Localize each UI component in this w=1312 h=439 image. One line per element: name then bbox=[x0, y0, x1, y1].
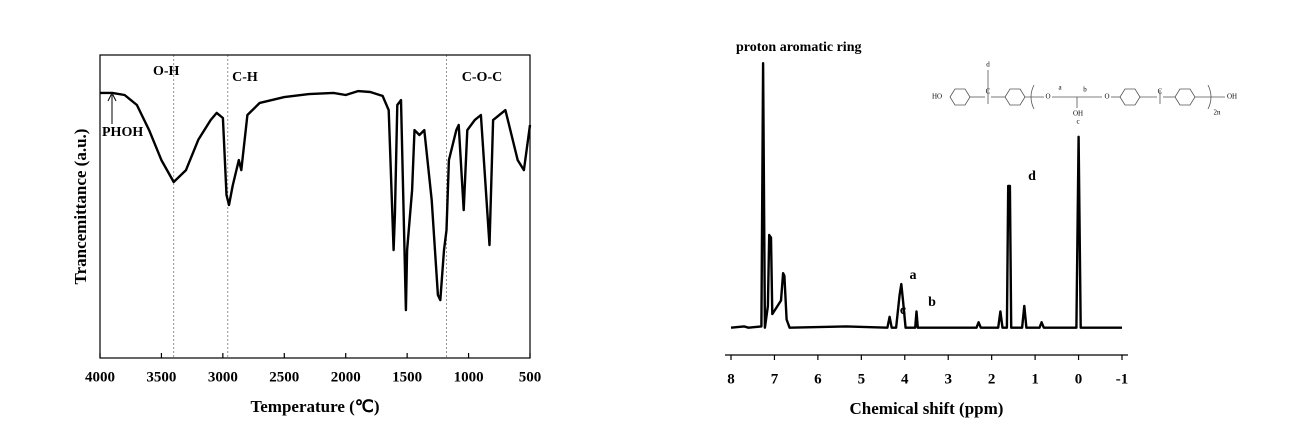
annotation: a bbox=[910, 268, 917, 283]
structure-label: O bbox=[1045, 93, 1050, 101]
x-tick-label: 1500 bbox=[392, 369, 422, 385]
x-tick-label: 3500 bbox=[146, 369, 176, 385]
y-axis-title: Trancemittance (a.u.) bbox=[71, 129, 90, 285]
structure-label: HO bbox=[932, 93, 942, 101]
structure-label: O bbox=[1104, 93, 1109, 101]
structure-label: d bbox=[986, 61, 990, 69]
structure-label: a bbox=[1058, 84, 1062, 92]
structure-label: b bbox=[1083, 86, 1087, 94]
annotation: proton aromatic ring bbox=[736, 40, 861, 55]
arrow-head bbox=[107, 91, 117, 102]
x-axis-title: Chemical shift (ppm) bbox=[850, 399, 1004, 418]
structure-label: 2n bbox=[1214, 109, 1222, 117]
x-tick-label: 3000 bbox=[208, 369, 238, 385]
x-tick-label: 1 bbox=[1031, 371, 1039, 387]
x-tick-label: 0 bbox=[1075, 371, 1083, 387]
x-tick-label: 2000 bbox=[331, 369, 361, 385]
annotation: O-H bbox=[153, 64, 180, 79]
spectrum-line bbox=[100, 89, 532, 312]
x-tick-label: 4 bbox=[901, 371, 909, 387]
annotation: d bbox=[1028, 169, 1036, 184]
structure-label: c bbox=[1076, 118, 1079, 126]
annotation: PHOH bbox=[102, 125, 143, 140]
x-tick-label: 1000 bbox=[454, 369, 484, 385]
x-tick-label: 3 bbox=[944, 371, 952, 387]
structure-label: OH bbox=[1073, 110, 1083, 118]
x-tick-label: 8 bbox=[727, 371, 735, 387]
x-tick-label: 7 bbox=[771, 371, 779, 387]
plot-frame bbox=[99, 54, 531, 359]
x-axis-title: Temperature (℃) bbox=[250, 397, 379, 416]
annotation: C-O-C bbox=[462, 70, 502, 85]
annotation: C-H bbox=[232, 70, 258, 85]
x-tick-label: 5 bbox=[858, 371, 866, 387]
structure-label: C bbox=[1158, 88, 1163, 96]
structure bbox=[949, 70, 1225, 110]
x-tick-label: 2500 bbox=[269, 369, 299, 385]
x-tick-label: 4000 bbox=[85, 369, 115, 385]
structure-label: C bbox=[986, 88, 991, 96]
structure-label: OH bbox=[1227, 93, 1237, 101]
x-tick-label: 6 bbox=[814, 371, 822, 387]
x-tick-label: 2 bbox=[988, 371, 996, 387]
x-tick-label: 500 bbox=[519, 369, 542, 385]
annotation: b bbox=[928, 295, 936, 310]
spectrum-line bbox=[730, 62, 1122, 329]
x-tick-label: -1 bbox=[1116, 371, 1129, 387]
annotation: c bbox=[900, 303, 906, 318]
